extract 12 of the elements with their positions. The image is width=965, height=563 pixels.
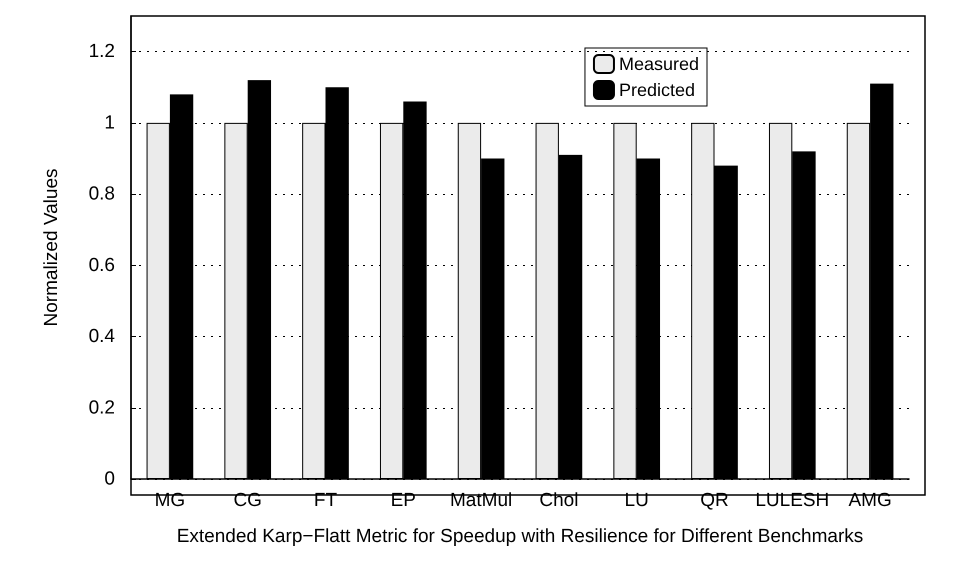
- y-tick-label: 0.8: [88, 184, 115, 205]
- x-tick-label: FT: [314, 490, 338, 511]
- x-axis-title: Extended Karp−Flatt Metric for Speedup with Resilience for Different Benchmarks: [176, 526, 864, 547]
- y-axis-title: Normalized Values: [41, 168, 62, 327]
- y-tick-label: 1.2: [88, 41, 115, 62]
- y-tick-label: 0.6: [88, 254, 115, 276]
- legend-label: Predicted: [618, 80, 696, 100]
- y-tick-label: 0.4: [88, 326, 116, 348]
- legend-label: Measured: [618, 54, 700, 74]
- y-tick-label: 0.2: [88, 397, 115, 418]
- y-tick-label: 0: [104, 468, 115, 490]
- y-tick-label: 1: [104, 112, 115, 134]
